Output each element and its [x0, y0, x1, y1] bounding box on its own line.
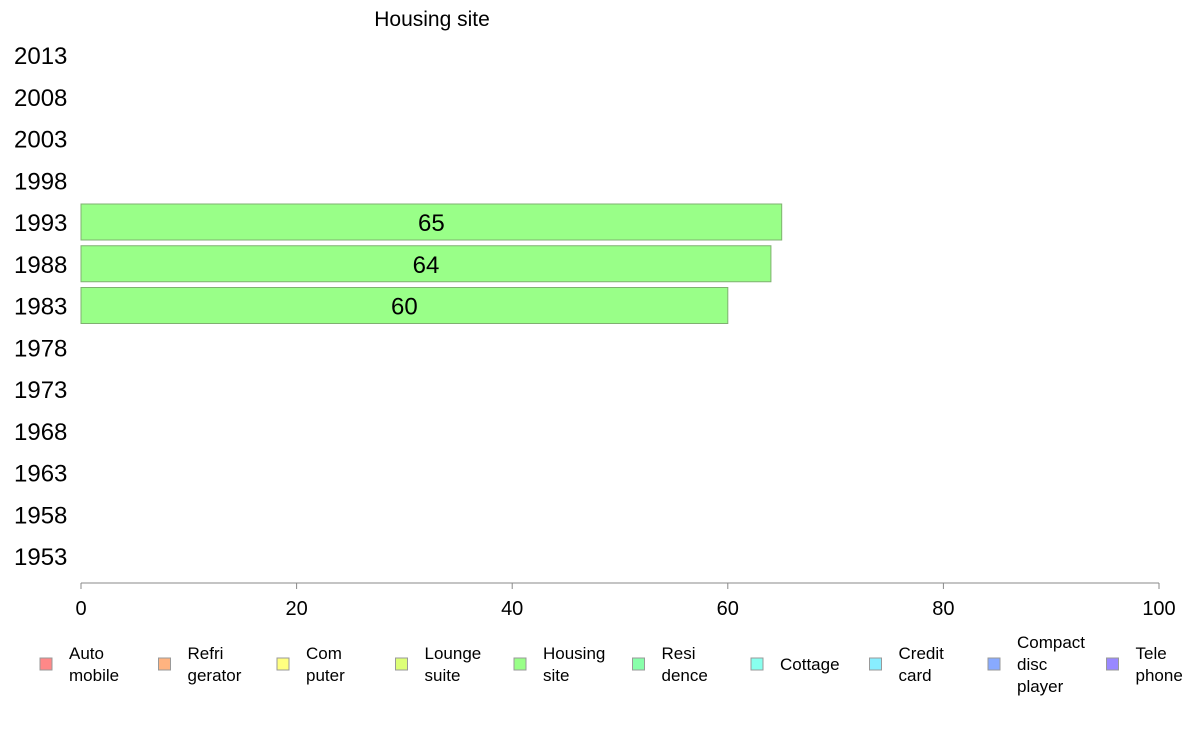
legend-swatch [632, 657, 645, 671]
legend-swatch [513, 657, 527, 671]
legend-label: phone [1136, 666, 1183, 685]
x-tick-label: 40 [501, 598, 523, 620]
y-tick-label: 1978 [14, 335, 67, 362]
legend-item: Com puter [276, 644, 345, 685]
y-tick-label: 1963 [14, 461, 67, 488]
legend-swatch [39, 657, 53, 671]
legend-label: Auto [69, 644, 104, 663]
y-tick-label: 1958 [14, 502, 67, 529]
x-tick-label: 0 [75, 598, 86, 620]
y-tick-label: 2008 [14, 85, 67, 112]
legend-label: Com [306, 644, 342, 663]
legend-label: Credit [899, 644, 945, 663]
legend-label: card [899, 666, 932, 685]
y-tick-label: 2013 [14, 43, 67, 70]
bar-value-label: 65 [418, 210, 445, 237]
legend-label: mobile [69, 666, 119, 685]
legend-item: Compact disc player [987, 633, 1085, 696]
x-tick-label: 80 [932, 598, 954, 620]
legend-label: Resi [662, 644, 696, 663]
legend-label: Housing [543, 644, 605, 663]
legend-swatch [276, 657, 290, 671]
y-axis-labels: 2013 2008 2003 1998 1993 1988 1983 1978 1973 1968… [14, 43, 67, 571]
legend-swatch [869, 657, 882, 671]
x-axis: 0 20 40 60 80 100 [75, 582, 1176, 620]
legend-label: Tele [1136, 644, 1167, 663]
bar [80, 203, 783, 241]
legend-swatch [987, 657, 1001, 671]
legend: Auto mobile Refri gerator Com puter Lounge suit… [39, 633, 1183, 696]
legend-item: Credit card [869, 644, 945, 685]
bars: 65 64 60 [80, 203, 783, 324]
legend-label: site [543, 666, 569, 685]
legend-label: Lounge [425, 644, 482, 663]
y-tick-label: 2003 [14, 127, 67, 154]
bar [80, 245, 772, 283]
legend-label: gerator [188, 666, 242, 685]
legend-label: disc [1017, 655, 1048, 674]
legend-swatch [1106, 657, 1119, 671]
legend-label: Compact [1017, 633, 1085, 652]
legend-swatch [395, 657, 408, 671]
x-tick-label: 100 [1142, 598, 1175, 620]
x-tick-label: 20 [285, 598, 307, 620]
legend-swatch [750, 657, 764, 671]
y-tick-label: 1968 [14, 419, 67, 446]
legend-item: Lounge suite [395, 644, 482, 685]
y-tick-label: 1998 [14, 168, 67, 195]
y-tick-label: 1953 [14, 544, 67, 571]
legend-label: Refri [188, 644, 224, 663]
legend-label: suite [425, 666, 461, 685]
chart-title: Housing site [374, 8, 490, 31]
legend-label: dence [662, 666, 708, 685]
legend-item: Resi dence [632, 644, 708, 685]
legend-item: Auto mobile [39, 644, 119, 685]
bar [80, 287, 729, 324]
bar-value-label: 60 [391, 294, 418, 321]
legend-label: Cottage [780, 655, 840, 674]
legend-label: player [1017, 677, 1064, 696]
legend-label: puter [306, 666, 345, 685]
legend-item: Refri gerator [158, 644, 242, 685]
bar-value-label: 64 [413, 252, 440, 279]
legend-swatch [158, 657, 171, 671]
y-tick-label: 1993 [14, 210, 67, 237]
legend-item: Tele phone [1106, 644, 1183, 685]
y-tick-label: 1988 [14, 252, 67, 279]
y-tick-label: 1983 [14, 294, 67, 321]
x-tick-label: 60 [717, 598, 739, 620]
legend-item: Cottage [750, 655, 840, 674]
legend-item: Housing site [513, 644, 605, 685]
y-tick-label: 1973 [14, 377, 67, 404]
